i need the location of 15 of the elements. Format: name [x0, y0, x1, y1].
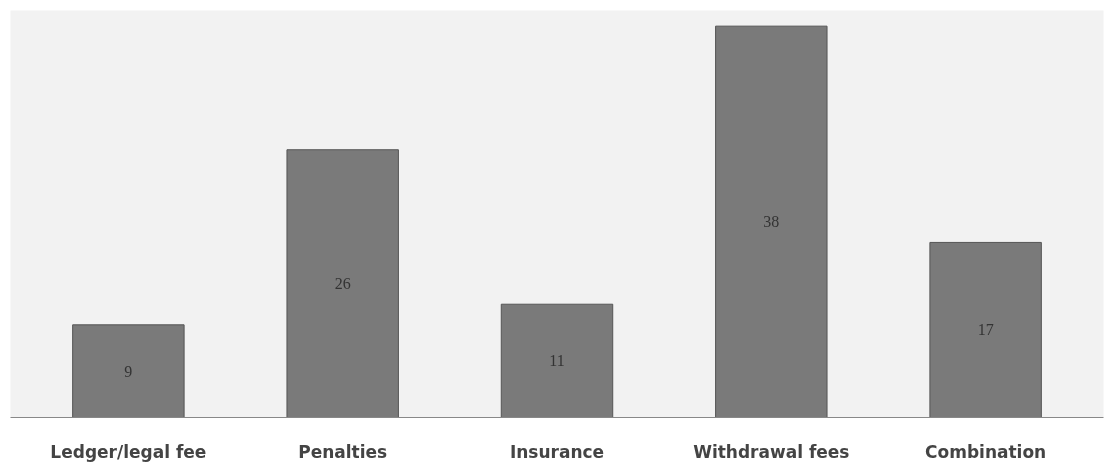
bar [715, 25, 828, 418]
bar [500, 303, 614, 418]
bar [929, 241, 1042, 418]
data-label: 26 [334, 275, 351, 293]
data-label: 17 [977, 321, 994, 339]
data-label: 9 [124, 362, 133, 380]
data-label: 11 [549, 352, 565, 370]
x-tick-label: Ledger/legal fee [50, 441, 207, 462]
x-tick-label: Penalties [298, 441, 388, 462]
bar [72, 324, 185, 418]
x-tick-label: Combination [925, 441, 1047, 462]
x-tick-label: Withdrawal fees [693, 441, 850, 462]
x-tick-label: Insurance [509, 441, 605, 462]
data-label: 38 [763, 213, 780, 231]
bar [286, 149, 399, 418]
